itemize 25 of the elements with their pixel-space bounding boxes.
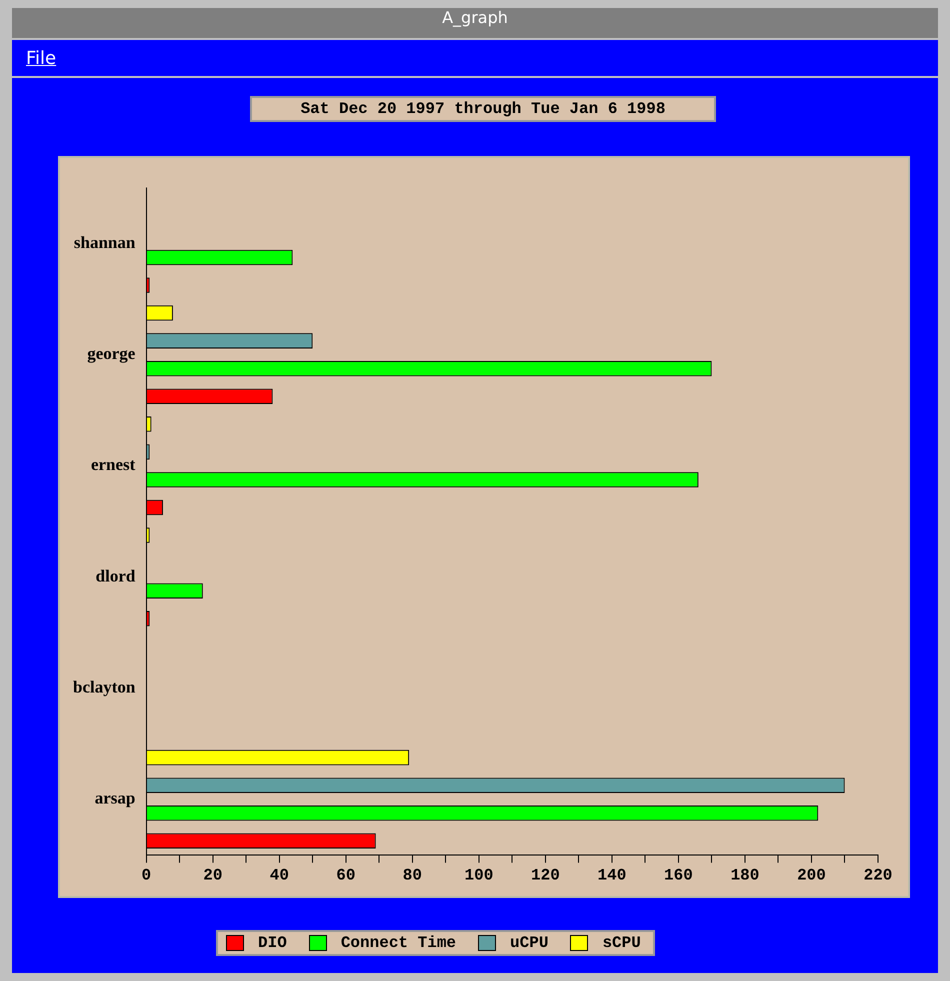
x-tick-label: 0	[142, 866, 152, 884]
y-tick-label: shannan	[74, 232, 136, 252]
y-tick-label: arsap	[94, 788, 136, 808]
x-tick-label: 200	[797, 866, 826, 884]
legend-label: DIO	[258, 934, 287, 952]
y-tick-label: bclayton	[72, 677, 136, 696]
text: File	[26, 48, 56, 69]
x-tick-label: 140	[598, 866, 626, 884]
x-tick-label: 160	[664, 866, 693, 884]
y-tick-label: dlord	[96, 566, 136, 586]
y-tick-label: george	[87, 344, 136, 364]
x-tick-label: 60	[336, 866, 356, 884]
x-tick-label: 40	[270, 866, 289, 884]
text: A_graph	[12, 8, 938, 38]
x-tick-label: 180	[730, 866, 760, 884]
x-tick-label: 20	[203, 866, 222, 884]
legend-label: uCPU	[510, 934, 548, 952]
x-tick-label: 100	[464, 866, 494, 884]
y-tick-label: ernest	[90, 455, 136, 474]
x-tick-label: 80	[402, 866, 422, 884]
x-tick-label: 220	[864, 866, 892, 884]
legend-label: Connect Time	[340, 934, 456, 952]
x-tick-label: 120	[531, 866, 560, 884]
chart-title: Sat Dec 20 1997 through Tue Jan 6 1998	[250, 96, 716, 122]
legend-label: sCPU	[602, 934, 641, 952]
